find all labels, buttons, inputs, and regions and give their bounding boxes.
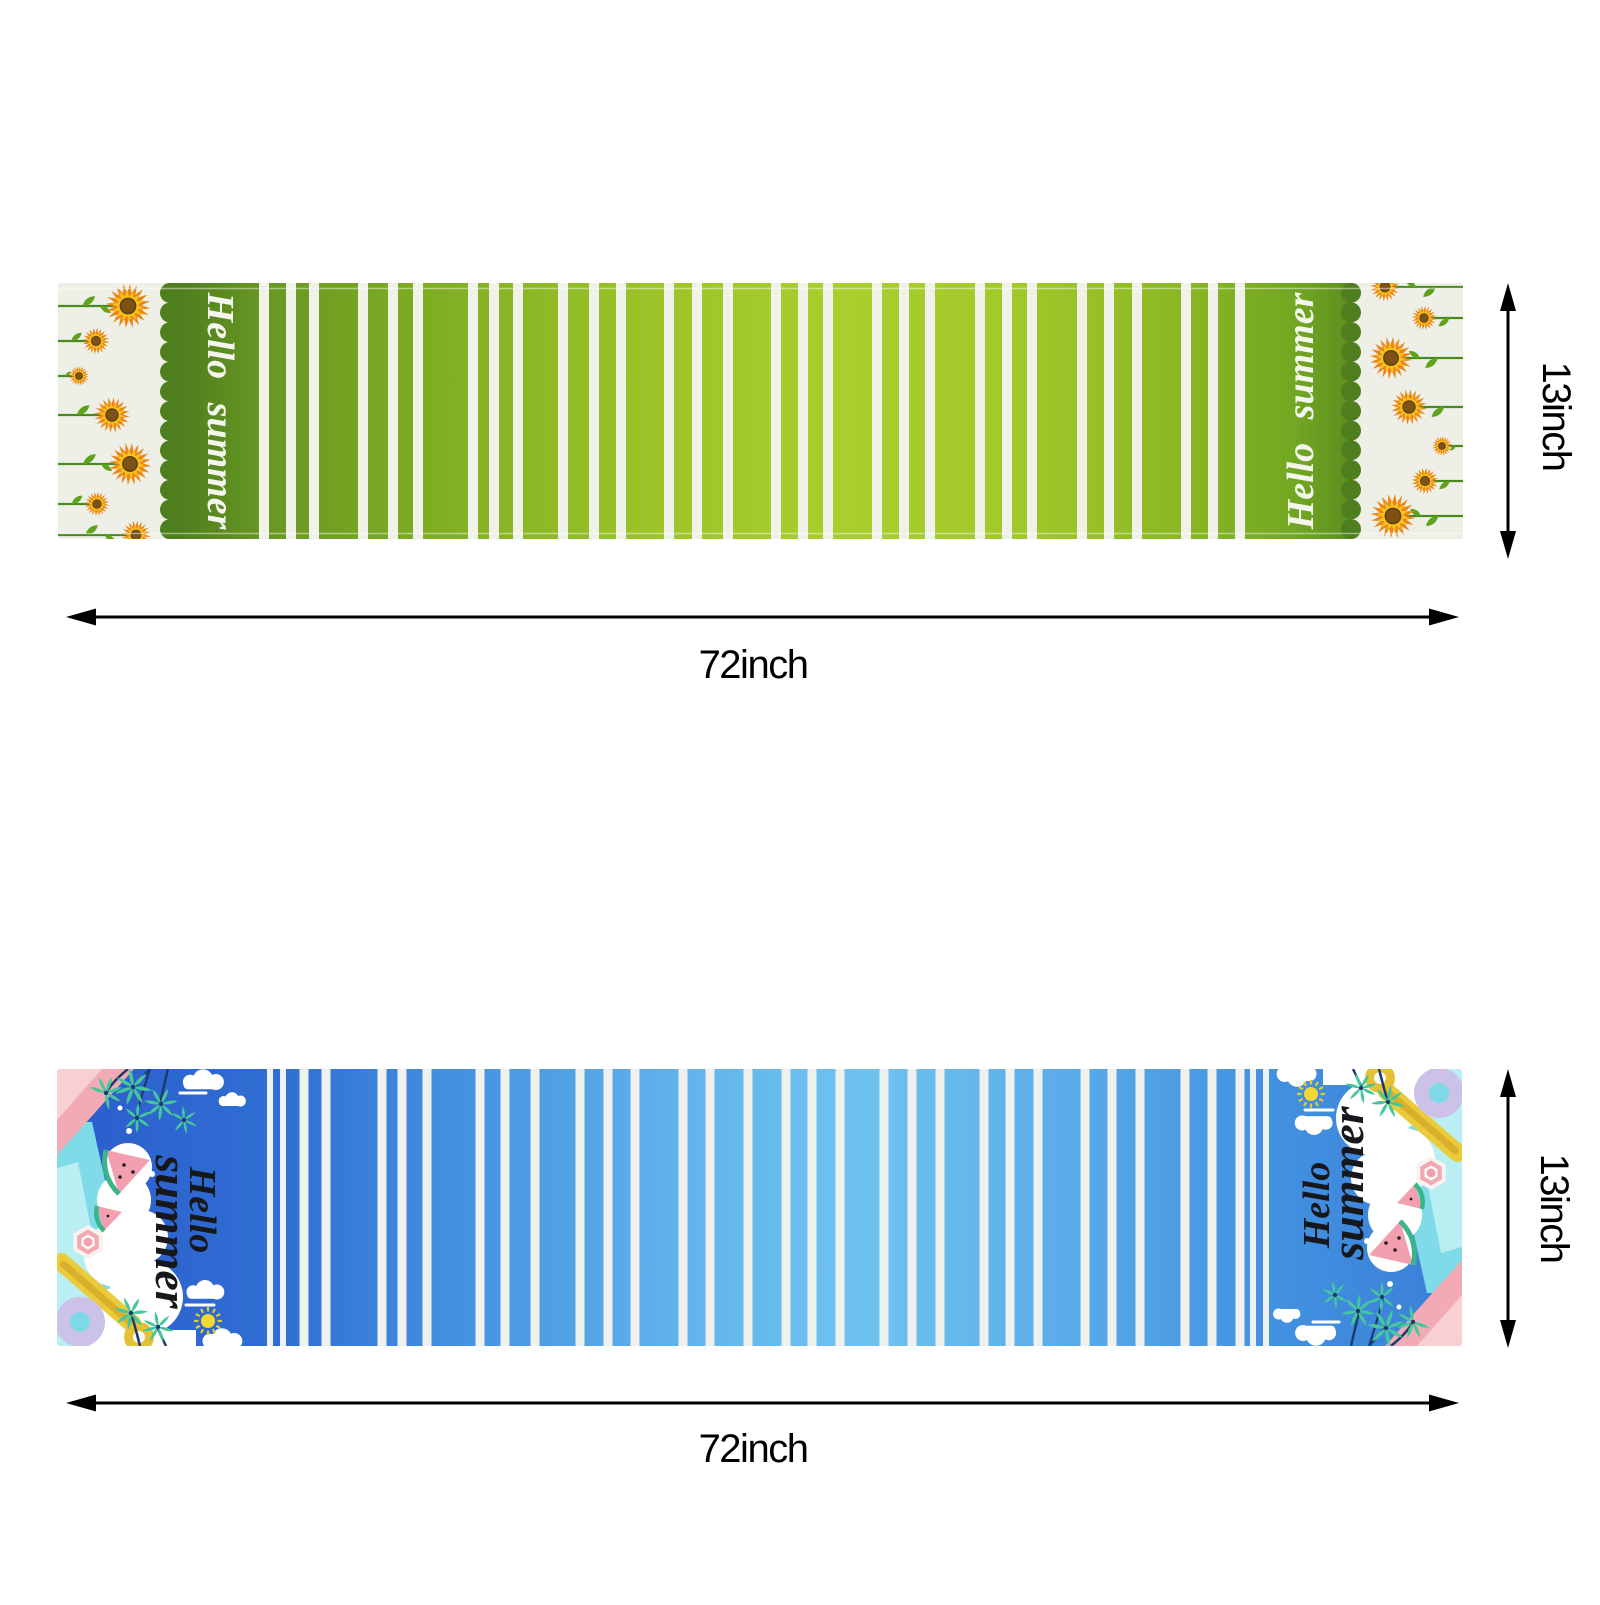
svg-text:13inch: 13inch bbox=[1534, 362, 1578, 471]
svg-text:summer: summer bbox=[146, 1154, 197, 1309]
svg-text:Hello summer: Hello summer bbox=[199, 292, 241, 531]
svg-text:13inch: 13inch bbox=[1532, 1154, 1576, 1263]
svg-text:72inch: 72inch bbox=[699, 643, 808, 687]
svg-text:Hello: Hello bbox=[181, 1166, 223, 1254]
svg-text:72inch: 72inch bbox=[699, 1427, 808, 1471]
